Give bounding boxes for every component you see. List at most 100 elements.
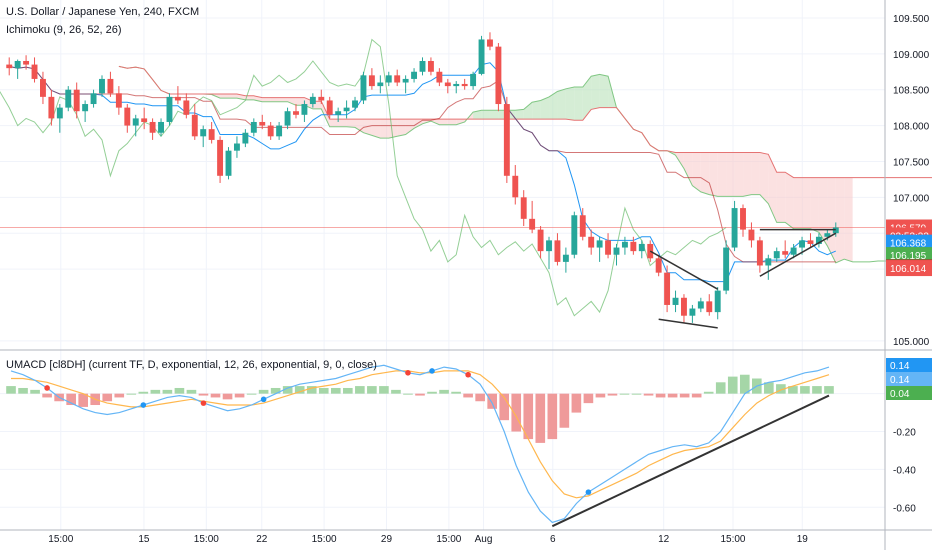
kumo-segment (262, 97, 271, 102)
kumo-segment (439, 119, 448, 125)
candle-body (487, 39, 493, 47)
kumo-segment (709, 152, 718, 197)
kumo-segment (481, 110, 490, 120)
candle-body (444, 82, 451, 87)
candle-body (73, 89, 80, 112)
kumo-segment (827, 177, 836, 263)
macd-histogram-bar (812, 386, 822, 394)
senkou-span-a (118, 65, 932, 264)
crossover-dot (140, 402, 147, 408)
kumo-segment (245, 95, 254, 100)
candle-body (470, 73, 477, 87)
price-tick-label: 105.000 (893, 337, 930, 348)
macd-histogram-bar (162, 389, 173, 394)
crossover-dot (465, 371, 471, 378)
candle-body (427, 60, 434, 72)
candle-body (90, 93, 97, 105)
kumo-segment (321, 101, 330, 127)
kumo-segment (768, 154, 777, 223)
macd-value-text: 0.04 (890, 389, 910, 400)
candle-body (82, 104, 89, 112)
macd-histogram-bar (379, 386, 389, 394)
macd-histogram-bar (210, 393, 221, 398)
macd-histogram-bar (715, 382, 726, 394)
x-tick-label: 15:00 (436, 534, 461, 545)
candle-body (200, 129, 207, 137)
macd-histogram-bar (403, 393, 413, 395)
candle-body (14, 60, 21, 69)
macd-histogram-bar (643, 393, 654, 396)
candle-body (562, 254, 569, 262)
macd-histogram-bar (306, 386, 317, 394)
kumo-segment (565, 87, 575, 121)
kumo-segment (692, 152, 701, 192)
macd-value-badge: 0.14 (886, 358, 932, 372)
x-tick-label: 15 (138, 534, 150, 545)
kumo-segment (371, 119, 381, 139)
candle-body (124, 107, 131, 126)
macd-histogram-bar (607, 393, 618, 396)
candle-body (99, 78, 105, 94)
crossover-dot (429, 368, 435, 374)
candle-body (815, 236, 822, 244)
macd-histogram-bar (499, 393, 510, 421)
candle-body (360, 75, 367, 101)
candle-body (56, 107, 63, 119)
kumo-segment (582, 76, 592, 121)
kumo-segment (397, 119, 406, 137)
candle-body (326, 100, 333, 115)
price-panel[interactable] (0, 32, 932, 329)
macd-histogram-bar (102, 393, 113, 402)
kumo-segment (717, 152, 727, 197)
price-tick-label: 109.000 (893, 50, 930, 61)
triangle-lower-trendline (759, 232, 837, 277)
x-tick-label: Aug (475, 534, 493, 545)
macd-value-bg (886, 386, 932, 400)
candle-body (40, 78, 46, 97)
candle-body (141, 118, 148, 122)
x-tick-label: 19 (797, 534, 809, 545)
umacd-legend[interactable]: UMACD [cl8DH] (current TF, D, exponentia… (6, 359, 377, 371)
macd-histogram-bar (475, 393, 485, 402)
macd-histogram-bar (174, 387, 185, 394)
candle-body (765, 258, 772, 266)
candle-body (824, 233, 831, 237)
kumo-segment (785, 172, 794, 229)
kumo-segment (456, 119, 465, 125)
price-label-text: 106.195 (890, 251, 927, 262)
candle-body (672, 297, 679, 305)
candle-body (107, 78, 114, 94)
kumo-segment (802, 177, 811, 229)
signal-line (11, 370, 830, 499)
x-tick-label: 15:00 (312, 534, 337, 545)
macd-histogram-bar (30, 389, 40, 394)
symbol-title[interactable]: U.S. Dollar / Japanese Yen, 240, FXCM (6, 6, 200, 18)
chikou-span (0, 38, 727, 317)
macd-histogram-bar (258, 389, 269, 394)
candle-body (267, 125, 274, 137)
macd-histogram-bar (764, 382, 774, 394)
macd-value-badge: 0.04 (886, 386, 932, 400)
price-tick-label: 108.000 (893, 122, 930, 133)
candle-body (394, 75, 401, 83)
tenkan-sen (9, 62, 836, 283)
crossover-dot (200, 400, 207, 406)
macd-histogram-bar (114, 393, 125, 398)
macd-trendline (551, 394, 830, 528)
candle-body (233, 143, 240, 151)
kumo-segment (700, 152, 710, 195)
kumo-segment (549, 91, 558, 120)
ichimoku-legend[interactable]: Ichimoku (9, 26, 52, 26) (6, 24, 122, 36)
macd-histogram-bar (547, 393, 558, 440)
macd-histogram-bar (619, 393, 630, 395)
macd-histogram-bar (330, 387, 341, 394)
macd-panel[interactable] (6, 364, 834, 528)
macd-histogram-bar (788, 386, 798, 394)
macd-histogram-bar (18, 387, 28, 394)
kumo-segment (346, 119, 356, 128)
candle-body (183, 100, 190, 115)
macd-histogram-bar (679, 393, 690, 398)
price-tick-label: 107.500 (893, 157, 930, 168)
